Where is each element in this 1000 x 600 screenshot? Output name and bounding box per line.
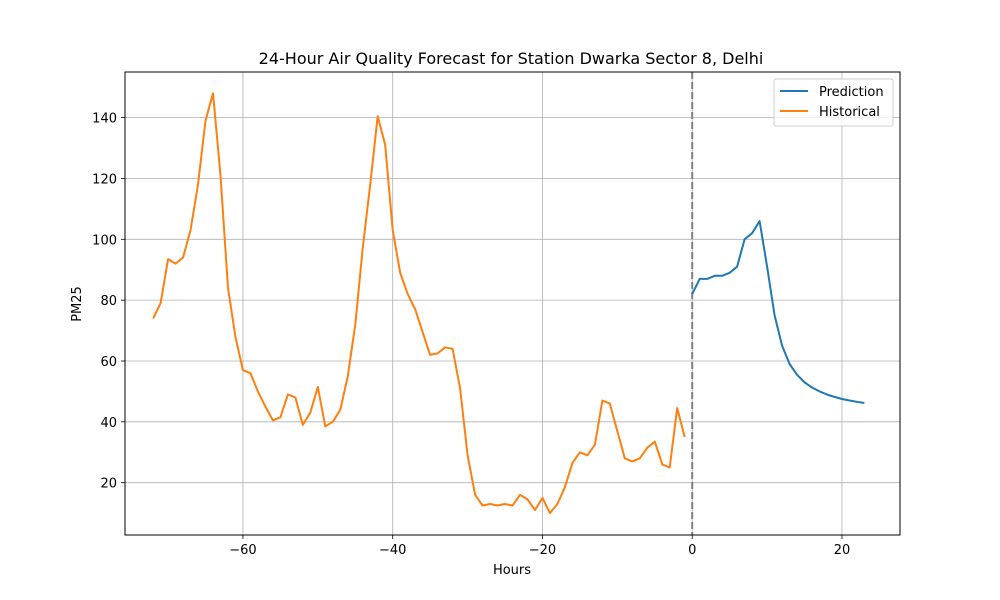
legend-label-historical: Historical bbox=[819, 105, 880, 120]
x-tick-label: 0 bbox=[688, 543, 696, 558]
series-line-prediction bbox=[691, 220, 865, 404]
grid bbox=[125, 72, 900, 535]
x-tick-label: −20 bbox=[529, 543, 556, 558]
y-axis-label: PM25 bbox=[70, 286, 85, 322]
series-line-historical bbox=[152, 92, 686, 515]
y-tick-label: 40 bbox=[100, 416, 117, 431]
y-tick-label: 80 bbox=[100, 294, 117, 309]
x-tick-label: 20 bbox=[834, 543, 851, 558]
series-lines bbox=[152, 92, 865, 515]
chart-title: 24-Hour Air Quality Forecast for Station… bbox=[259, 49, 764, 68]
legend-label-prediction: Prediction bbox=[819, 85, 884, 100]
x-tick-label: −60 bbox=[229, 543, 256, 558]
y-tick-label: 60 bbox=[100, 355, 117, 370]
y-tick-label: 120 bbox=[92, 172, 117, 187]
y-tick-label: 100 bbox=[92, 233, 117, 248]
y-tick-label: 140 bbox=[92, 112, 117, 127]
x-tick-label: −40 bbox=[379, 543, 406, 558]
legend: Prediction Historical bbox=[773, 78, 894, 127]
axis-ticks: −60 −40 −20 0 20 20 40 60 80 100 120 140 bbox=[92, 112, 850, 558]
x-axis-label: Hours bbox=[493, 563, 531, 578]
y-tick-label: 20 bbox=[100, 477, 117, 492]
plot-frame bbox=[124, 71, 901, 536]
